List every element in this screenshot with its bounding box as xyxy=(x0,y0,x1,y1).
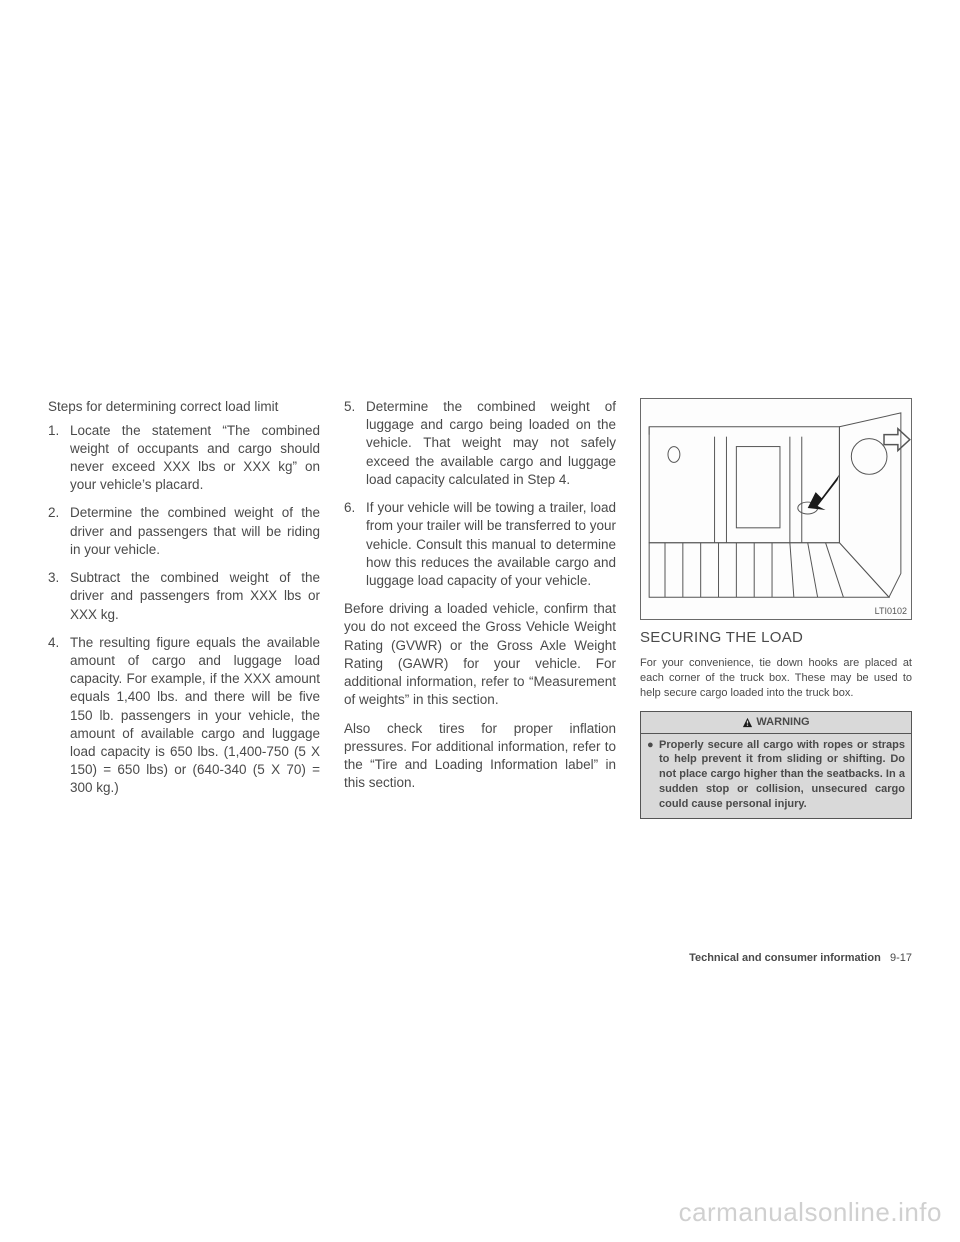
item-text: If your vehicle will be towing a trailer… xyxy=(366,499,616,590)
column-3: LTI0102 SECURING THE LOAD For your conve… xyxy=(640,398,912,819)
item-text: Subtract the combined weight of the driv… xyxy=(70,569,320,624)
bullet-dot: ● xyxy=(647,738,659,812)
securing-load-text: For your convenience, tie down hooks are… xyxy=(640,656,912,701)
list-item: 6. If your vehicle will be towing a trai… xyxy=(344,499,616,590)
item-number: 3. xyxy=(48,569,70,624)
item-text: The resulting figure equals the availabl… xyxy=(70,634,320,798)
steps-list-2: 5. Determine the combined weight of lugg… xyxy=(344,398,616,590)
footer-section: Technical and consumer information xyxy=(689,952,881,964)
figure-label: LTI0102 xyxy=(875,605,907,617)
column-2: 5. Determine the combined weight of lugg… xyxy=(344,398,616,819)
truck-bed-figure: LTI0102 xyxy=(640,398,912,620)
truck-bed-illustration xyxy=(641,399,911,619)
paragraph: Before driving a loaded vehicle, confirm… xyxy=(344,600,616,709)
item-number: 6. xyxy=(344,499,366,590)
securing-load-heading: SECURING THE LOAD xyxy=(640,628,912,648)
warning-icon xyxy=(742,717,753,728)
list-item: 2. Determine the combined weight of the … xyxy=(48,504,320,559)
list-item: 3. Subtract the combined weight of the d… xyxy=(48,569,320,624)
page-content: Steps for determining correct load limit… xyxy=(48,398,912,819)
column-1: Steps for determining correct load limit… xyxy=(48,398,320,819)
steps-subhead: Steps for determining correct load limit xyxy=(48,398,320,416)
warning-box: WARNING ● Properly secure all cargo with… xyxy=(640,711,912,819)
warning-text: Properly secure all cargo with ropes or … xyxy=(659,738,905,812)
item-text: Locate the statement “The combined weigh… xyxy=(70,422,320,495)
page-footer: Technical and consumer information 9-17 xyxy=(689,952,912,964)
warning-header: WARNING xyxy=(641,712,911,734)
item-number: 1. xyxy=(48,422,70,495)
footer-page: 9-17 xyxy=(890,952,912,964)
list-item: 5. Determine the combined weight of lugg… xyxy=(344,398,616,489)
item-text: Determine the combined weight of luggage… xyxy=(366,398,616,489)
item-number: 5. xyxy=(344,398,366,489)
item-number: 2. xyxy=(48,504,70,559)
item-number: 4. xyxy=(48,634,70,798)
item-text: Determine the combined weight of the dri… xyxy=(70,504,320,559)
warning-label: WARNING xyxy=(756,715,809,730)
list-item: 1. Locate the statement “The combined we… xyxy=(48,422,320,495)
warning-body: ● Properly secure all cargo with ropes o… xyxy=(641,734,911,818)
watermark: carmanualsonline.info xyxy=(679,1197,942,1228)
list-item: 4. The resulting figure equals the avail… xyxy=(48,634,320,798)
steps-list-1: 1. Locate the statement “The combined we… xyxy=(48,422,320,798)
paragraph: Also check tires for proper inflation pr… xyxy=(344,720,616,793)
